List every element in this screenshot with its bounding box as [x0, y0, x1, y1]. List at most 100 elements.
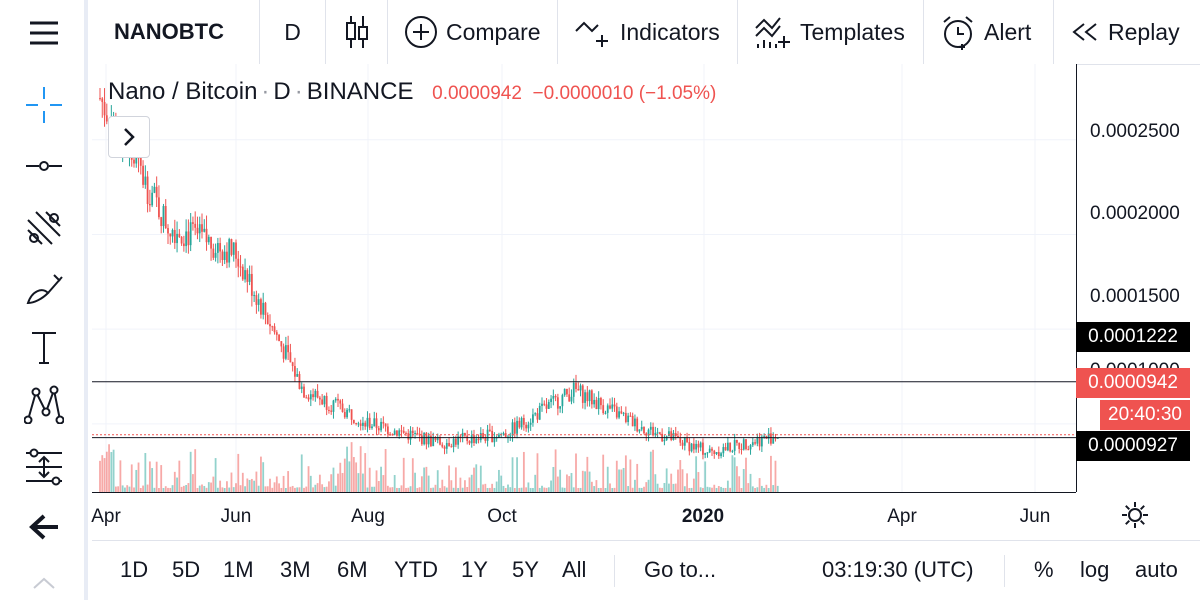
candle-body [588, 390, 591, 402]
range-1d[interactable]: 1D [120, 557, 149, 582]
replay-button[interactable]: Replay [1054, 0, 1196, 64]
candle-body [228, 239, 231, 263]
candle-body [237, 258, 240, 267]
volume-bar [108, 444, 110, 492]
volume-bar [278, 483, 280, 492]
volume-bar [547, 487, 550, 492]
divider [1004, 555, 1005, 587]
fib-tool-icon[interactable] [18, 205, 70, 251]
volume-bar [407, 487, 410, 492]
volume-bar [586, 456, 589, 492]
candlestick-chart[interactable] [92, 64, 1076, 492]
volume-bar [384, 449, 387, 492]
symbol-search-button[interactable]: NANOBTC [92, 0, 260, 64]
range-ytd[interactable]: YTD [394, 557, 438, 582]
volume-bar [742, 469, 745, 492]
range-3m[interactable]: 3M [280, 557, 311, 582]
time-label: Jun [220, 506, 252, 527]
range-5d[interactable]: 5D [172, 557, 201, 582]
range-1y[interactable]: 1Y [461, 557, 488, 582]
candle-body [606, 405, 609, 413]
volume-bar [128, 486, 131, 492]
utc-clock[interactable]: 03:19:30 (UTC) [822, 557, 974, 582]
interval-button[interactable]: D [260, 0, 326, 64]
chart-settings-button[interactable] [1120, 500, 1150, 535]
time-label: Apr [91, 506, 121, 527]
auto-scale-toggle[interactable]: auto [1135, 557, 1178, 582]
percent-scale-toggle[interactable]: % [1034, 557, 1054, 582]
candle-body [359, 423, 362, 426]
brush-icon[interactable] [18, 266, 70, 312]
candle-body [536, 413, 539, 420]
candle-body [466, 435, 469, 442]
volume-bar [466, 487, 469, 492]
compare-button[interactable]: Compare [388, 0, 558, 64]
candle-body [776, 437, 779, 439]
scroll-up-icon[interactable] [18, 568, 70, 598]
volume-bar [713, 484, 716, 492]
range-5y[interactable]: 5Y [512, 557, 539, 582]
candle-body [169, 233, 172, 237]
candle-body [203, 228, 206, 232]
candle-body [568, 394, 571, 402]
alert-button[interactable]: Alert [924, 0, 1054, 64]
indicators-button[interactable]: Indicators [558, 0, 738, 64]
candle-body [248, 273, 251, 282]
candle-body [729, 442, 732, 452]
chart-type-button[interactable] [326, 0, 388, 64]
time-axis[interactable] [92, 492, 1076, 541]
candle-body [323, 395, 326, 405]
volume-bar [151, 468, 154, 492]
candle-body [509, 435, 512, 437]
candle-body [309, 394, 312, 400]
volume-bar [328, 481, 330, 492]
volume-bar [581, 470, 584, 492]
volume-bar [230, 472, 233, 492]
candle-body [300, 386, 303, 389]
candle-body [420, 435, 423, 445]
volume-bar [411, 458, 414, 492]
menu-icon[interactable] [18, 10, 70, 56]
volume-bar [391, 487, 394, 492]
volume-bar [622, 467, 625, 492]
templates-button[interactable]: Templates [738, 0, 924, 64]
volume-bar [375, 470, 378, 492]
legend-toggle-button[interactable] [108, 116, 150, 158]
candle-body [720, 453, 722, 457]
candle-body [570, 396, 573, 402]
candle-body [386, 426, 389, 435]
candle-body [400, 430, 403, 432]
candle-body [239, 266, 242, 268]
volume-bar [541, 485, 543, 492]
price-axis[interactable] [1076, 64, 1200, 492]
range-all[interactable]: All [562, 557, 587, 582]
volume-bar [733, 457, 736, 492]
candle-body [210, 236, 212, 249]
volume-bar [348, 461, 351, 492]
candle-body [289, 352, 292, 363]
log-scale-toggle[interactable]: log [1080, 557, 1110, 582]
horizontal-line-icon[interactable] [18, 143, 70, 189]
volume-bar [355, 462, 358, 492]
candle-body [103, 102, 106, 116]
volume-bar [144, 453, 147, 492]
volume-bar [563, 487, 566, 492]
volume-bar [282, 475, 285, 492]
goto-date-button[interactable]: Go to... [644, 557, 717, 582]
range-6m[interactable]: 6M [337, 557, 368, 582]
volume-bar [686, 473, 688, 492]
volume-bar [214, 458, 217, 492]
volume-bar [396, 487, 398, 492]
pattern-icon[interactable] [18, 381, 70, 427]
volume-bar [201, 484, 203, 492]
crosshair-icon[interactable] [18, 82, 70, 128]
range-1m[interactable]: 1M [223, 557, 254, 582]
candle-body [244, 270, 246, 280]
candle-body [711, 448, 713, 451]
candle-body [629, 415, 632, 417]
back-arrow-icon[interactable] [18, 504, 70, 550]
prediction-icon[interactable] [18, 444, 70, 490]
candle-body [176, 233, 178, 244]
text-icon[interactable] [18, 324, 70, 370]
chart-pane[interactable] [92, 64, 1076, 492]
